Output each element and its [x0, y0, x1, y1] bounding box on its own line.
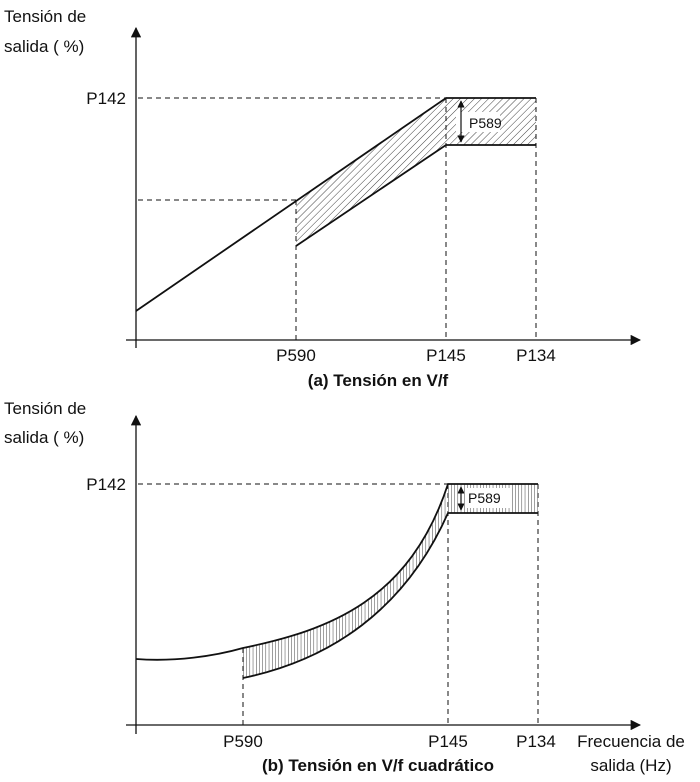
panel-b-boost-hatch [243, 484, 538, 678]
panel-b-boost-label-bg [466, 488, 510, 508]
panel-a-y-axis-label-line1: Tensión de [4, 7, 86, 26]
panel-a-x-tick-p590: P590 [276, 346, 316, 365]
panel-b-x-tick-p145: P145 [428, 732, 468, 751]
panel-a-y-tick-p142: P142 [86, 89, 126, 108]
panel-b-y-axis-label-line2: salida ( %) [4, 428, 84, 447]
panel-b-x-tick-p134: P134 [516, 732, 556, 751]
panel-a-y-axis-label-line2: salida ( %) [4, 37, 84, 56]
panel-b-y-axis-label-line1: Tensión de [4, 399, 86, 418]
panel-b-x-axis-label-line2: salida (Hz) [590, 756, 671, 775]
panel-b-x-tick-p590: P590 [223, 732, 263, 751]
panel-a-x-tick-p145: P145 [426, 346, 466, 365]
panel-a-lower-vf-curve [295, 144, 536, 247]
panel-b-boost-label: P589 [468, 490, 501, 506]
panel-b-x-axis-label-line1: Frecuencia de [577, 732, 685, 751]
panel-a-x-tick-p134: P134 [516, 346, 556, 365]
panel-a-boost-hatch [296, 98, 536, 246]
panel-b: Tensión de salida ( %) P589 P142 P590 P1… [4, 399, 685, 775]
panel-a: Tensión de salida ( %) P589 P142 P590 P1… [4, 7, 642, 390]
panel-b-y-tick-p142: P142 [86, 475, 126, 494]
panel-a-boost-label-bg [456, 112, 500, 132]
panel-b-caption: (b) Tensión en V/f cuadrático [262, 756, 494, 775]
panel-a-boost-label: P589 [469, 115, 502, 131]
panel-a-caption: (a) Tensión en V/f [308, 371, 449, 390]
panel-b-upper-quadratic-curve [135, 483, 538, 661]
panel-a-upper-vf-curve [135, 97, 536, 312]
panel-b-lower-quadratic-curve [242, 512, 538, 679]
